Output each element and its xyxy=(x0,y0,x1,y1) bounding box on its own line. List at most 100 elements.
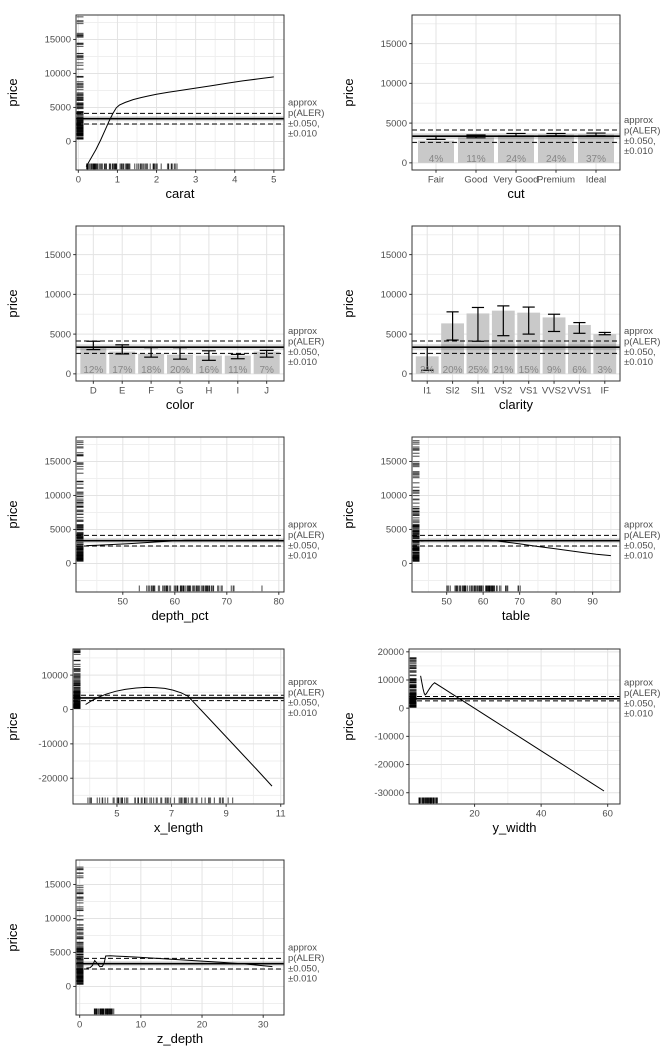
rug-x xyxy=(93,1008,115,1014)
y-tick-label: 15000 xyxy=(381,250,407,261)
ale-bar-Very Good xyxy=(498,135,534,163)
annotation-line: ±0.010 xyxy=(288,708,317,719)
annotation-line: ±0.010 xyxy=(288,357,317,368)
y-tick-label: 15000 xyxy=(381,457,407,468)
pct-label: 12% xyxy=(83,365,103,376)
annotation-line: p(ALER) xyxy=(288,687,324,698)
x-tick-label: J xyxy=(264,386,269,397)
annotation-line: ±0.010 xyxy=(624,551,653,562)
y-axis-title-group: price xyxy=(5,290,20,318)
annotation-line: p(ALER) xyxy=(624,126,660,137)
x-tick-label: F xyxy=(148,386,154,397)
annotation-line: approx xyxy=(288,520,317,531)
x-tick-label: VS1 xyxy=(520,386,538,397)
ale-bar-IF xyxy=(593,334,617,375)
panel-border xyxy=(72,648,285,805)
panel-border xyxy=(408,648,621,805)
x-tick-label: 60 xyxy=(170,597,181,608)
y-tick-label: 0 xyxy=(402,369,407,380)
y-axis-title: price xyxy=(341,290,356,318)
annotation-line: ±0.050, xyxy=(288,118,320,129)
y-axis-title: price xyxy=(5,290,20,318)
ale-line xyxy=(420,675,605,791)
y-tick-label: -20000 xyxy=(374,759,404,770)
x-axis: 5 7 9 11 x_length xyxy=(114,803,286,835)
gridlines xyxy=(76,437,284,593)
pct-label: 37% xyxy=(586,154,606,165)
x-axis-title: color xyxy=(166,397,195,412)
rug-x xyxy=(138,585,263,592)
y-axis-title: price xyxy=(5,712,20,740)
panel-cell-y_width: 20 40 60 y_width -30000 -20000 -10000 0 10000 200… xyxy=(336,633,672,845)
annotation-line: approx xyxy=(288,942,317,953)
annotation-line: approx xyxy=(624,115,653,126)
ale-bar-D xyxy=(80,348,107,375)
rug-y xyxy=(76,16,84,140)
panel-cell-depth_pct: 50 60 70 80 depth_pct 0 5000 10000 15000 price app… xyxy=(0,422,336,634)
chart-background xyxy=(0,0,336,211)
x-tick-label: H xyxy=(205,386,212,397)
y-axis-title: price xyxy=(5,501,20,529)
chart-background xyxy=(0,844,336,1056)
x-tick-label: VS2 xyxy=(494,386,512,397)
ale-chart-z_depth: 0 10 20 30 z_depth 0 5000 10000 15000 price approx… xyxy=(0,844,336,1056)
ale-bar-Premium xyxy=(538,134,574,163)
ale-bar-I xyxy=(224,355,251,375)
x-axis: 20 40 60 y_width xyxy=(469,803,613,835)
gridlines xyxy=(412,437,620,593)
rug-y xyxy=(412,440,420,563)
rug-x xyxy=(418,797,438,803)
annotation-line: approx xyxy=(624,677,653,688)
x-tick-label: 20 xyxy=(469,808,480,819)
pct-label: 25% xyxy=(468,365,488,376)
x-tick-label: VVS2 xyxy=(542,386,566,397)
y-axis-title: price xyxy=(341,712,356,740)
y-tick-label: 0 xyxy=(402,158,407,169)
pct-label: 6% xyxy=(572,365,587,376)
annotation-line: ±0.050, xyxy=(288,697,320,708)
x-tick-label: 50 xyxy=(118,597,129,608)
annotation-line: approx xyxy=(288,326,317,337)
y-axis: -30000 -20000 -10000 0 10000 20000 xyxy=(374,647,409,798)
category-bars xyxy=(418,134,614,163)
x-tick-label: 4 xyxy=(232,175,237,186)
y-tick-label: 15000 xyxy=(381,39,407,50)
ale-bar-VVS1 xyxy=(568,325,591,375)
x-tick-label: G xyxy=(176,386,183,397)
gridlines xyxy=(409,648,620,804)
annotation-line: ±0.010 xyxy=(624,146,653,157)
y-tick-label: 0 xyxy=(66,559,71,570)
y-axis-title-group: price xyxy=(341,712,356,740)
annotation-line: approx xyxy=(624,520,653,531)
x-tick-label: Fair xyxy=(428,175,444,186)
annotation-line: approx xyxy=(288,98,317,109)
aler-band xyxy=(412,340,620,355)
pct-label: 4% xyxy=(429,154,444,165)
y-tick-label: 0 xyxy=(66,369,71,380)
y-tick-label: 10000 xyxy=(45,290,71,301)
aler-band xyxy=(73,694,284,701)
pct-label: 2% xyxy=(420,365,435,376)
annotation-line: p(ALER) xyxy=(288,953,324,964)
y-axis-title: price xyxy=(341,501,356,529)
panel-cell-clarity: 2% 20% 25% 21% 15% 9% 6% 3% I1 SI2 SI1 VS2 VS1 VVS2 VV… xyxy=(336,211,672,423)
annotation-line: ±0.010 xyxy=(624,357,653,368)
y-tick-label: 0 xyxy=(402,559,407,570)
panel-border xyxy=(75,14,285,171)
x-axis-title: depth_pct xyxy=(151,608,208,623)
rug-y xyxy=(73,649,81,709)
x-tick-label: 40 xyxy=(536,808,547,819)
category-pct-labels: 12% 17% 18% 20% 16% 11% 7% xyxy=(83,365,274,376)
chart-background xyxy=(336,422,672,634)
chart-background xyxy=(336,633,672,845)
annotation-line: p(ALER) xyxy=(624,337,660,348)
ale-chart-table: 50 60 70 80 90 table 0 5000 10000 15000 price appro… xyxy=(336,422,672,634)
x-tick-label: 10 xyxy=(136,1019,147,1030)
ale-line xyxy=(421,539,611,557)
y-tick-label: 10000 xyxy=(45,913,71,924)
chart-background xyxy=(336,0,672,211)
